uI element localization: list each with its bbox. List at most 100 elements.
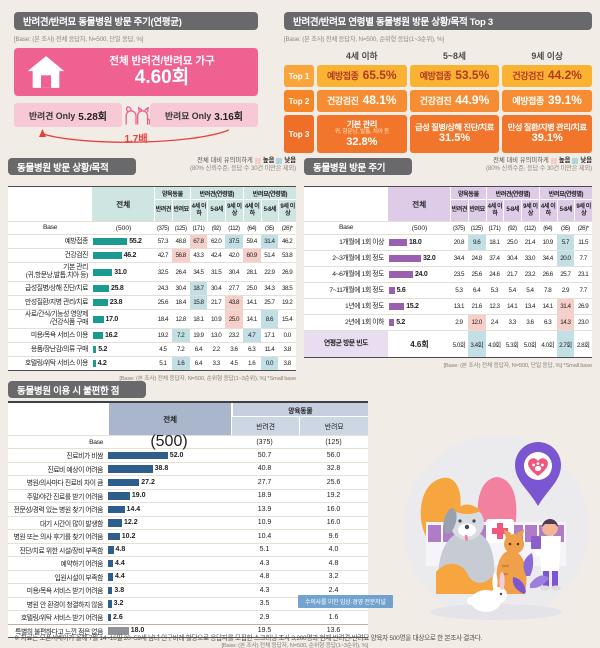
bar bbox=[93, 332, 104, 339]
base-cell: (171) bbox=[192, 224, 205, 232]
column-header: 반려견 bbox=[154, 200, 172, 221]
data-cell: 25.0 bbox=[246, 285, 257, 292]
row-total: 15.2 bbox=[388, 303, 450, 310]
table-body: 전체 양육동물 반려견(연령별) 반려묘(연령별) 반려견 반려묘 4세 이하 5-8세 9세 … bbox=[8, 186, 296, 371]
row-total: 18.0 bbox=[108, 627, 230, 635]
table-row: 예약하기 어려움 4.4 4.3 4.8 bbox=[8, 556, 368, 570]
base-cell: (375) bbox=[453, 224, 465, 232]
data-cell: 42.7 bbox=[157, 252, 169, 259]
top3-item-value: 44.9% bbox=[455, 93, 490, 108]
age-group: 9세 이상 bbox=[531, 51, 563, 61]
data-cell: 2.4 bbox=[490, 319, 499, 326]
base-cell: (35) bbox=[560, 224, 570, 232]
row-total: 2.6 bbox=[108, 613, 230, 621]
top3-line: 건강검진 48.1% bbox=[327, 93, 397, 107]
base-label: Base bbox=[43, 224, 57, 232]
data-cell: 32.5 bbox=[157, 268, 169, 276]
data-cell: 23.2 bbox=[524, 271, 536, 278]
data-cell: 22.9 bbox=[264, 268, 275, 276]
data-cell: 5.1 bbox=[259, 546, 270, 554]
top3-line: 예방접종 53.5% bbox=[420, 68, 490, 82]
dog-only-label: 반려견 Only bbox=[29, 110, 76, 121]
inconvenience-table: 전체 양육동물 반려견 반려묘 Base (500) (375) (125) 진료비가 비쌈 52… bbox=[8, 401, 368, 648]
total-households-box: 전체 반려견/반려묘 가구 4.60회 bbox=[14, 48, 258, 96]
top3-item-label: 예방접종 bbox=[327, 71, 359, 82]
data-cell: 14.3 bbox=[556, 315, 575, 330]
data-cell: 21.4 bbox=[524, 239, 536, 246]
legend-high: 높음 bbox=[262, 157, 275, 164]
data-cell: 56.0 bbox=[326, 451, 341, 459]
row-label: 1년에 1회 정도 bbox=[344, 302, 384, 310]
table-row: 1년에 1회 정도 15.2 13.1 21.6 12.3 14.1 13.4 14.1 31.… bbox=[304, 298, 592, 314]
table-row: 진료비가 비쌈 52.0 50.7 56.0 bbox=[8, 448, 368, 462]
base-cell: (26)* bbox=[577, 224, 589, 232]
column-header: 9세 이상 bbox=[521, 200, 539, 221]
row-label: 호텔링/위탁 서비스 받기 어려움 bbox=[20, 615, 103, 623]
data-cell: 23.5 bbox=[453, 271, 465, 278]
row-total-value: 25.8 bbox=[110, 285, 124, 292]
data-cell: 10.9 bbox=[257, 519, 272, 527]
column-header: 5-8세 bbox=[207, 200, 225, 221]
data-cell: 40.8 bbox=[257, 465, 272, 473]
data-cell: 4.8 bbox=[259, 573, 270, 581]
data-cell: 5.0회 bbox=[523, 341, 537, 349]
table-row: 진료비 예상이 어려움 38.8 40.8 32.8 bbox=[8, 461, 368, 475]
bar bbox=[389, 255, 421, 262]
journal-watermark-badge: 수의사를 위한 임상·경영 전문저널 bbox=[298, 595, 393, 608]
table-row: 전문성/경력 있는 병원 찾기 어려움 14.4 13.9 16.0 bbox=[8, 502, 368, 516]
data-cell: 26.9 bbox=[577, 303, 589, 310]
data-cell: 7.2 bbox=[176, 346, 185, 353]
base-cell: (35) bbox=[264, 224, 274, 232]
data-cell: 2.2 bbox=[212, 346, 220, 353]
data-cell: 4.3 bbox=[259, 559, 270, 567]
age-group: 4세 이하 bbox=[346, 51, 378, 61]
total-value: 4.60회 bbox=[134, 67, 190, 89]
row-total-value: 18.0 bbox=[409, 239, 422, 246]
top3-row: Top 3 기본 관리 귀, 항문낭, 발톱, 치아 등 32.8% 급성 질병/상해 … bbox=[284, 115, 593, 153]
data-cell: 28.1 bbox=[246, 268, 257, 276]
ratio-label: 1.7배 bbox=[124, 134, 148, 145]
data-cell: 13.9 bbox=[257, 505, 272, 513]
avg-total: 4.6회 bbox=[410, 339, 429, 349]
bar bbox=[93, 346, 97, 353]
age-group: 5~8세 bbox=[443, 51, 467, 61]
data-cell: 19.2 bbox=[157, 332, 169, 339]
row-label: 병원/의사마다 진료비 차이 큼 bbox=[26, 480, 104, 488]
column-subheads: 반려견 반려묘 4세 이하 5-8세 9세 이상 4세 이하 5-8세 9세 이상 bbox=[154, 200, 296, 221]
data-cell: 3.8 bbox=[283, 360, 291, 367]
top3-cell: 건강검진 48.1% bbox=[317, 90, 407, 112]
data-cell: 30.4 bbox=[210, 285, 222, 292]
top3-cell: 만성 질환/지병 관리/치료 39.1% bbox=[502, 115, 593, 153]
bar bbox=[389, 303, 405, 310]
base-row: Base (500) (375) (125) (171) (92) (112) (64) (35… bbox=[304, 221, 592, 234]
row-label: 예약하기 어려움 bbox=[60, 561, 104, 569]
bar bbox=[108, 613, 111, 621]
top3-grid: Top 1 예방접종 65.5% 예방접종 53.5% 건강검진 44.2% Top 2 건강검… bbox=[284, 65, 593, 153]
row-total-value: 52.0 bbox=[169, 451, 184, 459]
data-cell: 42.0 bbox=[228, 252, 240, 259]
column-header: 4세 이하 bbox=[538, 200, 557, 221]
bar bbox=[108, 586, 113, 594]
data-cell: 3.4회 bbox=[467, 331, 486, 357]
data-cell: 25.7 bbox=[560, 271, 571, 278]
data-cell: 37.5 bbox=[225, 235, 243, 248]
data-cell: 18.4 bbox=[157, 315, 169, 323]
data-cell: 3.3 bbox=[212, 360, 220, 367]
table-row: 진단/치료 위한 시설/장비 부족함 4.8 5.1 4.0 bbox=[8, 542, 368, 556]
top3-item-label: 급성 질병/상해 진단/치료 bbox=[415, 123, 494, 133]
data-cell: 3.3 bbox=[508, 319, 516, 326]
data-cell: 2.9 bbox=[259, 613, 270, 621]
row-total: 5.6 bbox=[388, 287, 450, 294]
top3-cell: 건강검진 44.9% bbox=[409, 90, 500, 112]
data-cell: 4.0 bbox=[328, 546, 339, 554]
table-row: 기본 관리 (귀,항문낭,발톱,치아 등) 31.0 32.5 26.4 34.5 31.… bbox=[8, 262, 296, 281]
visit-purpose-table: 전체 양육동물 반려견(연령별) 반려묘(연령별) 반려견 반려묘 4세 이하 5-8세 9세 … bbox=[8, 186, 296, 382]
row-total-value: 2.6 bbox=[112, 613, 123, 621]
header-columns: 양육동물 반려견 반려묘 bbox=[230, 403, 369, 435]
header-columns: 양육동물 반려견(연령별) 반려묘(연령별) 반려견 반려묘 4세 이하 5-8세 9세 이상… bbox=[450, 187, 592, 221]
row-total-value: 24.0 bbox=[415, 271, 428, 278]
column-header: 9세 이상 bbox=[225, 200, 243, 221]
table-header: 전체 양육동물 반려견(연령별) 반려묘(연령별) 반려견 반려묘 4세 이하 5-8세 9세 … bbox=[304, 187, 592, 221]
legend-low: 낮음 bbox=[580, 157, 592, 164]
column-header: 반려견 bbox=[450, 200, 468, 221]
